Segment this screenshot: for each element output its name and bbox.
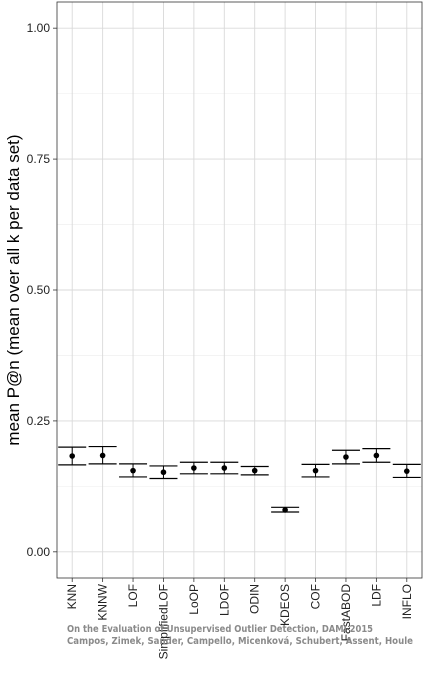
y-tick-label: 1.00 [27, 21, 51, 35]
mean-point [99, 452, 106, 459]
error-bar [362, 448, 391, 463]
x-axis: KNN KNNW LOF SimplifiedLOF LoOP LDOF ODIN KDEOS… [65, 578, 414, 659]
error-bar [240, 465, 269, 476]
x-tick-label: KNNW [96, 583, 110, 620]
watermark-line-2: Campos, Zimek, Sander, Campello, Micenko… [67, 635, 413, 647]
y-axis: 0.00 0.25 0.50 0.75 1.00 [27, 21, 57, 559]
mean-point [343, 454, 349, 460]
error-bars [58, 445, 421, 513]
error-bar [210, 461, 239, 475]
mean-point [130, 467, 136, 474]
error-bar [149, 465, 178, 480]
x-tick-label: SimplifiedLOF [156, 584, 170, 659]
mean-point [251, 467, 258, 474]
mean-point [221, 465, 228, 471]
x-tick-label: LDOF [217, 584, 231, 616]
x-tick-label: LOF [126, 584, 140, 607]
y-tick-label: 0.25 [27, 414, 51, 428]
mean-point [403, 468, 410, 474]
error-bar [88, 445, 117, 465]
x-tick-label: KNN [65, 584, 79, 609]
x-tick-label: KDEOS [278, 584, 292, 626]
minor-gridlines [57, 93, 422, 487]
error-bar [58, 446, 87, 466]
mean-point [191, 465, 197, 471]
x-tick-label: LDF [369, 584, 383, 607]
y-axis-title: mean P@n (mean over all k per data set) [4, 134, 23, 445]
mean-point [312, 467, 319, 474]
watermark-line-1: On the Evaluation of Unsupervised Outlie… [67, 624, 373, 635]
error-bar [301, 463, 330, 478]
y-tick-label: 0.50 [27, 283, 51, 297]
x-tick-label: INFLO [400, 584, 414, 619]
x-tick-label: LoOP [187, 584, 201, 615]
major-gridlines [57, 2, 422, 578]
mean-point [373, 452, 380, 459]
error-bar [392, 463, 421, 479]
y-tick-label: 0.00 [27, 545, 51, 559]
error-bar [179, 461, 208, 475]
y-tick-label: 0.75 [27, 152, 51, 166]
mean-point [69, 453, 76, 459]
x-tick-label: FastABOD [339, 584, 353, 642]
error-bar [331, 449, 360, 465]
error-bar [119, 463, 148, 478]
mean-point [282, 507, 288, 513]
error-bar [271, 506, 300, 513]
x-tick-label: ODIN [248, 584, 262, 614]
mean-point [160, 469, 167, 476]
x-tick-label: COF [309, 584, 323, 609]
